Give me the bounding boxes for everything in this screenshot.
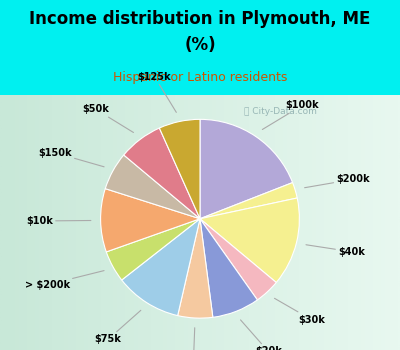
Wedge shape [159,119,200,219]
Wedge shape [178,219,213,318]
Text: $40k: $40k [306,245,365,257]
Text: $30k: $30k [274,298,325,324]
Wedge shape [200,119,292,219]
Wedge shape [101,189,200,252]
Text: ⓘ City-Data.com: ⓘ City-Data.com [244,107,317,116]
Wedge shape [122,219,200,316]
Text: (%): (%) [184,36,216,54]
Text: $200k: $200k [305,174,370,188]
Text: $60k: $60k [180,328,207,350]
Wedge shape [105,155,200,219]
Text: $10k: $10k [26,216,91,226]
Text: $125k: $125k [138,72,176,112]
Text: Income distribution in Plymouth, ME: Income distribution in Plymouth, ME [29,10,371,28]
Wedge shape [124,128,200,219]
Wedge shape [200,219,276,300]
Text: $20k: $20k [240,320,282,350]
Text: $75k: $75k [94,310,141,344]
Wedge shape [106,219,200,280]
Wedge shape [200,183,297,219]
Text: Hispanic or Latino residents: Hispanic or Latino residents [113,71,287,84]
Text: > $200k: > $200k [25,271,104,290]
Text: $100k: $100k [262,100,319,130]
Text: $50k: $50k [82,104,134,133]
Wedge shape [200,219,257,317]
Wedge shape [200,198,299,282]
Text: $150k: $150k [38,148,104,167]
